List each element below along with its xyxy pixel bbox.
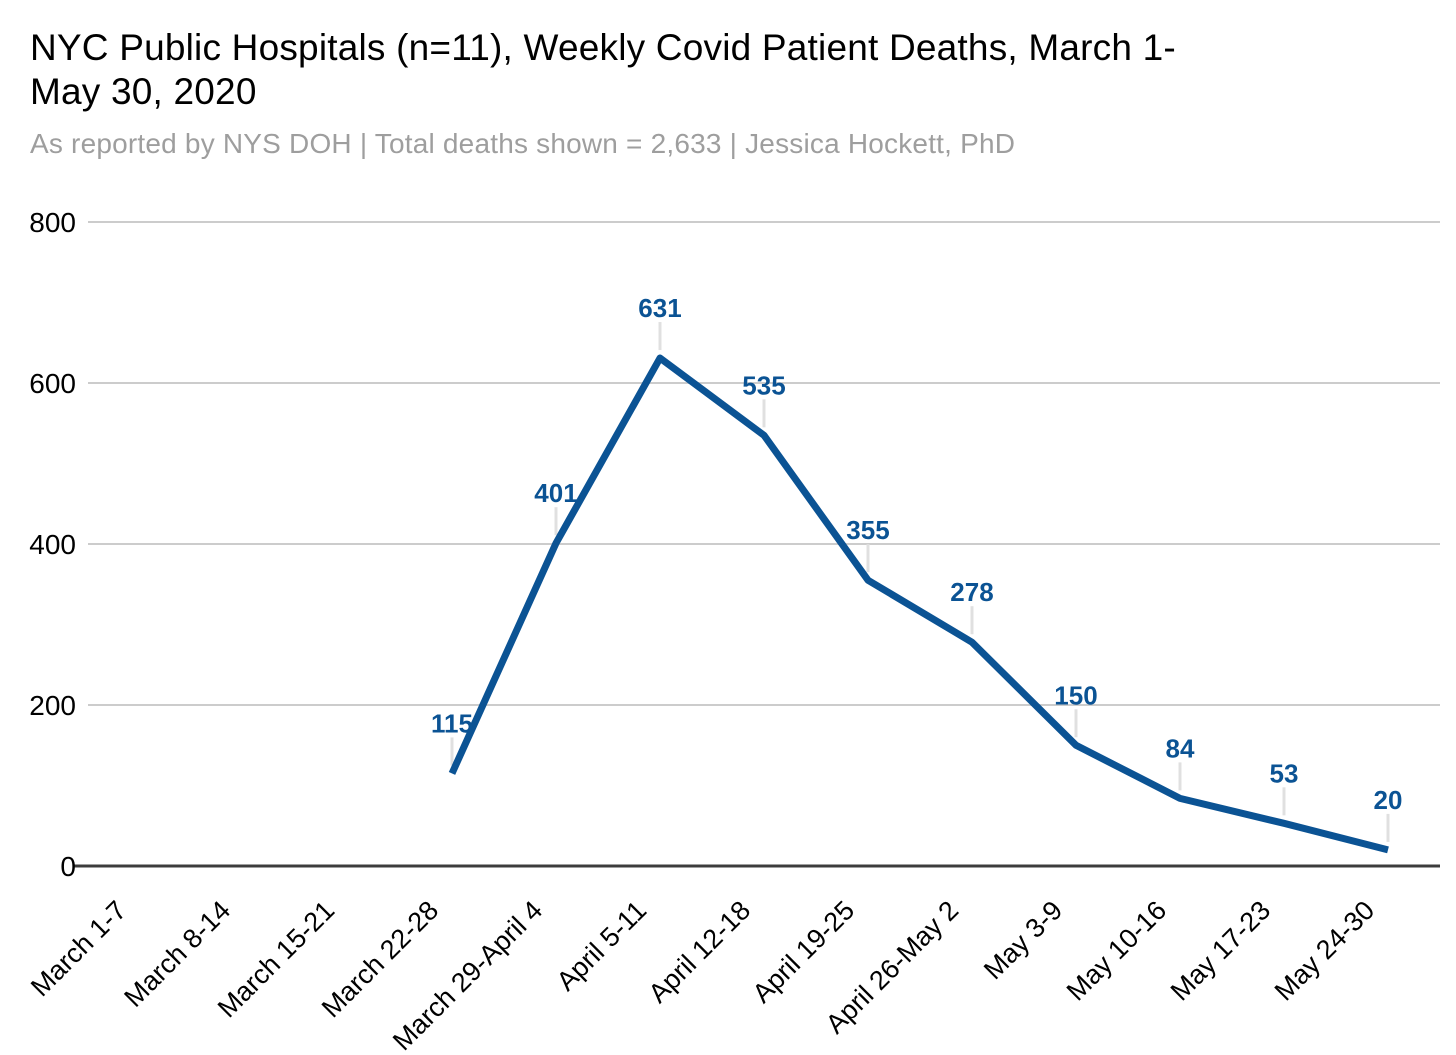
data-label: 53 bbox=[1270, 758, 1299, 788]
chart-header: NYC Public Hospitals (n=11), Weekly Covi… bbox=[30, 26, 1440, 160]
y-tick-label: 800 bbox=[29, 207, 76, 238]
x-axis-label: April 5-11 bbox=[551, 895, 653, 997]
chart-title-line2: May 30, 2020 bbox=[30, 71, 257, 112]
chart-title-line1: NYC Public Hospitals (n=11), Weekly Covi… bbox=[30, 27, 1176, 68]
y-tick-label: 400 bbox=[29, 529, 76, 560]
series-line bbox=[448, 354, 1389, 854]
data-label: 115 bbox=[431, 708, 473, 738]
y-tick-label: 200 bbox=[29, 690, 76, 721]
x-axis-label: May 17-23 bbox=[1165, 895, 1276, 1006]
data-label: 84 bbox=[1166, 733, 1195, 763]
x-axis-label: May 3-9 bbox=[978, 895, 1068, 985]
x-axis-label: April 12-18 bbox=[643, 895, 757, 1009]
data-label: 278 bbox=[950, 577, 993, 607]
x-axis-label: May 10-16 bbox=[1061, 895, 1172, 1006]
data-label: 401 bbox=[534, 478, 577, 508]
chart-subtitle: As reported by NYS DOH | Total deaths sh… bbox=[30, 128, 1016, 159]
data-label: 355 bbox=[846, 515, 889, 545]
data-label: 150 bbox=[1054, 680, 1097, 710]
data-label: 631 bbox=[638, 293, 681, 323]
x-axis-label: May 24-30 bbox=[1269, 895, 1380, 1006]
data-label: 535 bbox=[742, 370, 785, 400]
chart-title: NYC Public Hospitals (n=11), Weekly Covi… bbox=[30, 26, 1440, 114]
y-tick-label: 600 bbox=[29, 368, 76, 399]
x-axis-label: April 19-25 bbox=[747, 895, 861, 1009]
x-axis-label: March 1-7 bbox=[25, 895, 132, 1002]
data-label: 20 bbox=[1374, 785, 1403, 815]
y-tick-label: 0 bbox=[60, 851, 76, 882]
